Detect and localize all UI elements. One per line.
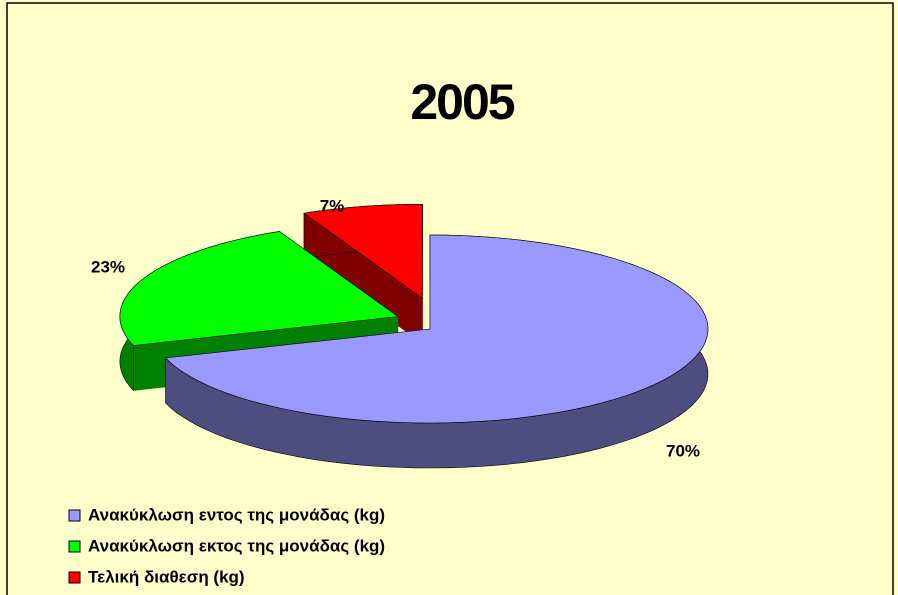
legend-label: Ανακύκλωση εκτος της μονάδας (kg)	[88, 536, 385, 555]
slice-top	[119, 231, 399, 346]
pie-slice	[303, 204, 423, 344]
data-label: 70%	[666, 441, 700, 460]
legend: Ανακύκλωση εντος της μονάδας (kg) Ανακύκλ…	[68, 505, 385, 586]
legend-swatch	[68, 571, 81, 584]
frame	[6, 2, 894, 595]
legend-label: Τελική διαθεση (kg)	[88, 567, 245, 586]
legend-swatch	[68, 540, 81, 553]
data-label: 7%	[320, 196, 345, 215]
chart-title: 2005	[410, 74, 514, 130]
legend-label: Ανακύκλωση εντος της μονάδας (kg)	[88, 505, 385, 524]
pie-slice	[164, 234, 709, 469]
slice-top	[303, 204, 423, 299]
legend-swatch	[68, 509, 81, 522]
data-label: 23%	[91, 257, 125, 276]
pie: 70% 23% 7%	[91, 196, 709, 469]
slice-top	[164, 234, 709, 424]
